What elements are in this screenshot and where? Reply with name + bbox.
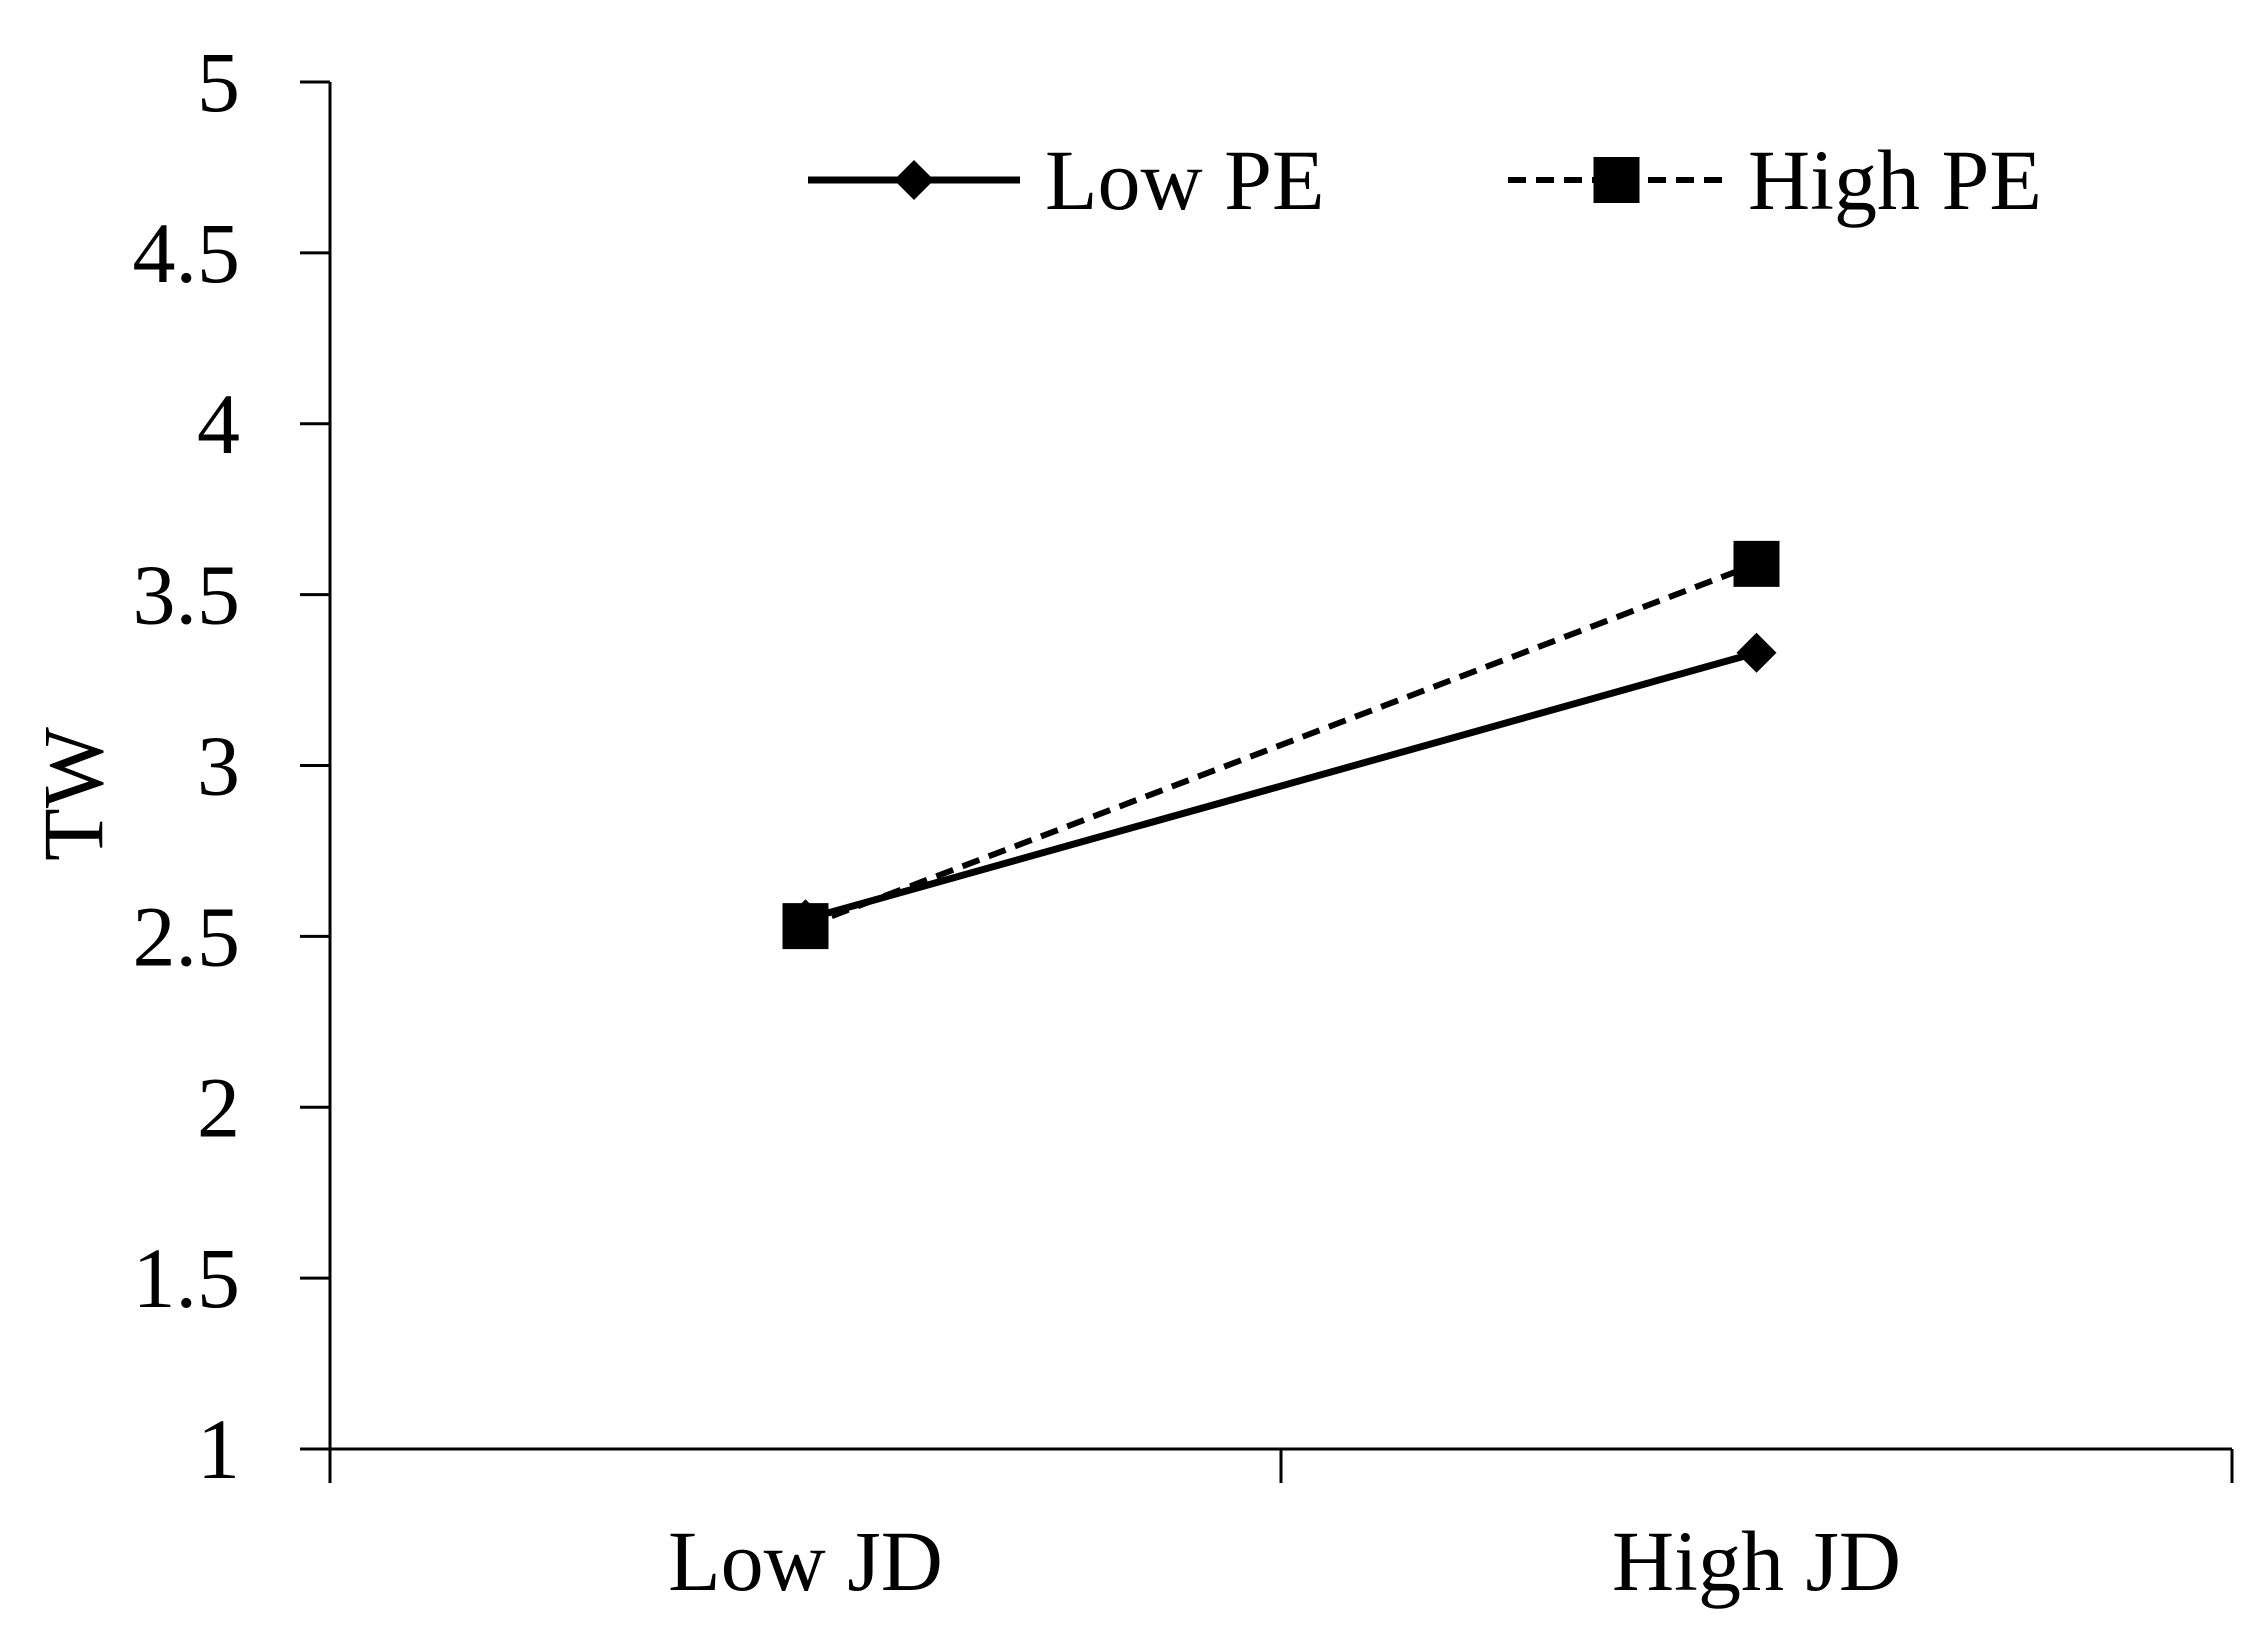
legend-label: Low PE: [1045, 132, 1325, 228]
y-tick-label: 5: [197, 34, 240, 130]
y-tick-label: 2: [197, 1059, 240, 1155]
x-tick-label: Low JD: [668, 1513, 943, 1609]
series-line: [804, 561, 1758, 929]
data-point-square: [782, 903, 829, 950]
x-tick-label: High JD: [1612, 1513, 1901, 1609]
y-tick-label: 1.5: [133, 1230, 241, 1326]
axes: [328, 82, 2232, 1451]
legend-marker: [1593, 157, 1640, 203]
legend-item: Low PE: [808, 132, 1325, 228]
series-layer: [782, 540, 1780, 950]
legend-label: High PE: [1748, 132, 2042, 228]
y-tick-label: 2.5: [133, 888, 241, 984]
y-tick-label: 4.5: [133, 205, 241, 301]
data-point-square: [1733, 540, 1780, 587]
y-tick-label: 3: [197, 718, 240, 814]
series-line: [804, 649, 1758, 923]
y-axis-title: TW: [25, 727, 121, 861]
y-tick-label: 4: [197, 376, 240, 472]
data-point-diamond: [1736, 632, 1777, 673]
y-axis-ticks: 1 1.5 2 2.5 3 3.5 4 4.5 5: [133, 34, 330, 1497]
x-axis-ticks: Low JD High JD: [328, 1449, 2234, 1609]
legend: Low PE High PE: [808, 132, 2042, 228]
series-high-pe: [782, 540, 1780, 950]
series-low-pe: [785, 632, 1777, 940]
legend-item: High PE: [1508, 132, 2042, 228]
y-tick-label: 1: [197, 1401, 240, 1497]
legend-marker: [894, 160, 934, 200]
y-tick-label: 3.5: [133, 547, 241, 643]
